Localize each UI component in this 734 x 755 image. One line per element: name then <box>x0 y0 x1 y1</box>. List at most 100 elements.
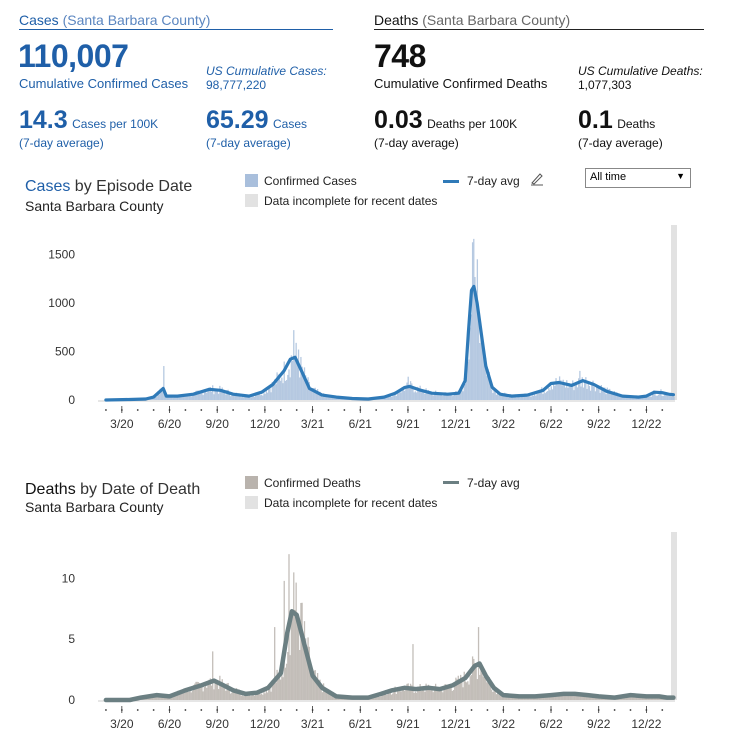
cases-bar <box>281 377 283 400</box>
deaths-chart-title-strong[interactable]: Deaths <box>25 481 76 498</box>
deaths-ytick-label: 5 <box>68 632 75 646</box>
cases-bar <box>297 349 300 400</box>
deaths-bar <box>252 693 254 700</box>
deaths-header-title[interactable]: Deaths <box>374 12 419 28</box>
cases-bar <box>423 392 425 400</box>
deaths-bar <box>300 602 302 700</box>
cases-bar <box>599 392 601 400</box>
cases-bar <box>560 380 562 400</box>
deaths-bar <box>402 688 405 700</box>
deaths-bar <box>293 572 295 700</box>
cases-bar <box>476 259 479 400</box>
cases-header-title[interactable]: Cases <box>19 12 59 28</box>
deaths-bar <box>266 692 269 700</box>
cases-bar <box>601 389 604 400</box>
deaths-xtick-label: 6/20 <box>158 717 182 731</box>
deaths-bar <box>560 693 562 700</box>
cases-chart-title-strong[interactable]: Cases <box>25 178 71 195</box>
cases-bar <box>187 396 189 400</box>
cases-bar <box>487 369 489 400</box>
cases-bar <box>231 395 233 400</box>
cases-bar <box>266 392 269 400</box>
deaths-bar <box>536 697 538 700</box>
deaths-bar <box>202 691 204 700</box>
cases-bar <box>457 390 459 400</box>
cases-bar <box>258 391 260 400</box>
deaths-bar <box>526 697 529 700</box>
cases-bar <box>477 311 480 400</box>
deaths-bar <box>227 682 229 700</box>
cases-bar <box>175 395 177 400</box>
deaths-bar <box>330 692 332 700</box>
cases-bar <box>442 395 444 400</box>
cases-bar <box>440 393 443 400</box>
cases-bar <box>630 396 632 400</box>
deaths-bar <box>315 678 318 700</box>
cases-bar <box>614 392 617 400</box>
cases-bar <box>268 388 270 400</box>
deaths-bar <box>219 675 221 700</box>
cases-bar <box>414 391 417 400</box>
cases-avg-line <box>104 284 675 402</box>
deaths-bar <box>656 697 659 700</box>
cases-bar <box>481 346 483 400</box>
deaths-avg-block: 0.1 Deaths <box>578 106 655 135</box>
cases-month-dot <box>661 409 664 411</box>
cases-bar <box>548 388 550 400</box>
cases-ytick-label: 1000 <box>48 296 75 310</box>
cases-legend-avg-label: 7-day avg <box>467 174 520 188</box>
deaths-bar <box>275 682 277 700</box>
cases-month-dot <box>343 409 346 411</box>
cases-xtick-label: 6/21 <box>349 417 373 431</box>
deaths-bar <box>586 696 588 700</box>
cases-bar <box>250 397 252 400</box>
cases-bar <box>300 356 302 400</box>
cases-bar <box>473 238 475 400</box>
deaths-bar <box>247 695 250 700</box>
deaths-month-dot <box>248 709 250 711</box>
deaths-bar <box>417 686 419 700</box>
cases-bar <box>291 360 294 400</box>
deaths-bar <box>425 683 427 700</box>
cases-bar <box>287 374 289 400</box>
cases-avg-note: (7-day average) <box>206 136 291 150</box>
deaths-bar <box>181 691 183 700</box>
cases-bar <box>541 387 543 400</box>
cases-bar <box>153 397 155 400</box>
cases-bar <box>498 395 500 400</box>
time-range-select[interactable]: All time ▼ <box>585 168 691 188</box>
cases-xtick-label: 9/21 <box>396 417 420 431</box>
cases-bar <box>647 394 649 400</box>
cases-bar <box>585 377 587 400</box>
deaths-xtick-label: 6/21 <box>349 717 373 731</box>
cases-bar <box>283 361 285 400</box>
deaths-xtick-label: 9/22 <box>587 717 611 731</box>
cases-chart: 0 500 1000 1500 3/20 6/20 9/20 12/20 3/21 6/21 9/2… <box>48 225 677 431</box>
cases-bar <box>436 392 438 400</box>
cases-bar <box>434 390 437 400</box>
deaths-bar <box>554 695 556 700</box>
deaths-bar <box>403 690 406 700</box>
cases-xtick-label: 12/20 <box>250 417 280 431</box>
cases-bar <box>209 387 211 400</box>
cases-bar <box>192 392 195 400</box>
deaths-bar <box>556 694 558 700</box>
cases-bar <box>417 386 419 400</box>
deaths-bar <box>263 688 265 700</box>
deaths-bar <box>439 688 442 700</box>
cases-bar <box>572 380 574 400</box>
cases-incomplete-band <box>671 225 677 400</box>
cases-bar <box>331 396 333 400</box>
deaths-bar <box>488 677 490 700</box>
cases-bar <box>388 396 390 400</box>
deaths-bar <box>290 609 293 700</box>
deaths-bar <box>640 696 642 700</box>
pencil-icon[interactable] <box>529 170 545 186</box>
cases-bar <box>475 290 477 400</box>
cases-bar <box>418 388 420 400</box>
cases-bar <box>308 381 310 400</box>
cases-bar <box>660 389 662 400</box>
deaths-bar <box>426 686 428 700</box>
cases-bar <box>275 384 277 400</box>
cases-bar <box>625 396 628 400</box>
